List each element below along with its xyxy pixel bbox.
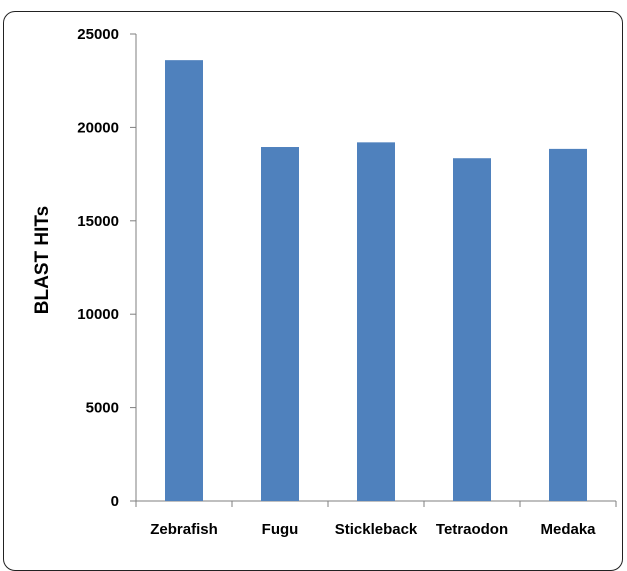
bar-chart: BLAST HITs 0 5000 10000 15000 20000 25000 Zeb…: [32, 26, 617, 538]
bar-medaka: [549, 148, 587, 501]
bar-tetraodon: [453, 158, 491, 502]
y-tick-label: 5000: [86, 400, 119, 417]
y-tick-label: 0: [111, 493, 119, 510]
x-category-label: Tetraodon: [436, 521, 508, 538]
y-tick-label: 25000: [77, 26, 119, 43]
x-category-label: Zebrafish: [150, 521, 218, 538]
bar-stickleback: [357, 142, 395, 501]
y-tick-label: 15000: [77, 213, 119, 230]
bar-zebrafish: [165, 60, 203, 501]
y-axis-label: BLAST HITs: [32, 206, 53, 314]
y-tick-label: 10000: [77, 306, 119, 323]
y-tick-label: 20000: [77, 119, 119, 136]
bar-fugu: [261, 147, 299, 501]
x-category-label: Stickleback: [335, 521, 418, 538]
x-category-label: Medaka: [540, 521, 596, 538]
x-category-label: Fugu: [262, 521, 299, 538]
